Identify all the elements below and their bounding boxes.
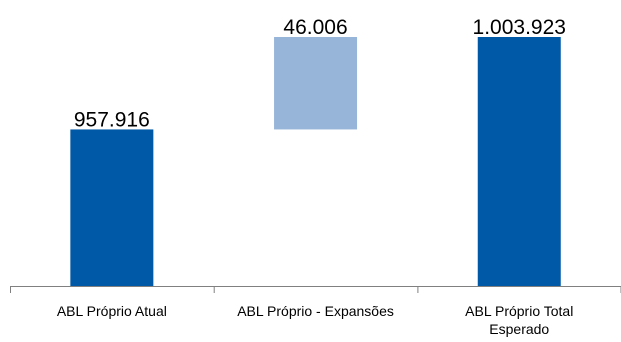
x-tick-label-2-line-1: ABL Próprio - Expansões bbox=[237, 303, 394, 319]
data-label-2: 46.006 bbox=[283, 16, 347, 39]
x-tick-label-3: ABL Próprio Total Esperado bbox=[465, 303, 573, 337]
x-tick-label-2: ABL Próprio - Expansões bbox=[237, 303, 394, 319]
bar-3 bbox=[477, 37, 561, 286]
x-tick-label-3-line-1: ABL Próprio Total bbox=[465, 303, 573, 319]
data-label-1: 957.916 bbox=[74, 108, 150, 131]
x-tick-label-3-line-2: Esperado bbox=[489, 321, 549, 337]
bar-2 bbox=[274, 37, 358, 130]
x-tick-label-1-line-1: ABL Próprio Atual bbox=[57, 303, 167, 319]
x-tick-label-1: ABL Próprio Atual bbox=[57, 303, 167, 319]
data-label-3: 1.003.923 bbox=[473, 16, 566, 39]
bar-1 bbox=[70, 129, 154, 286]
